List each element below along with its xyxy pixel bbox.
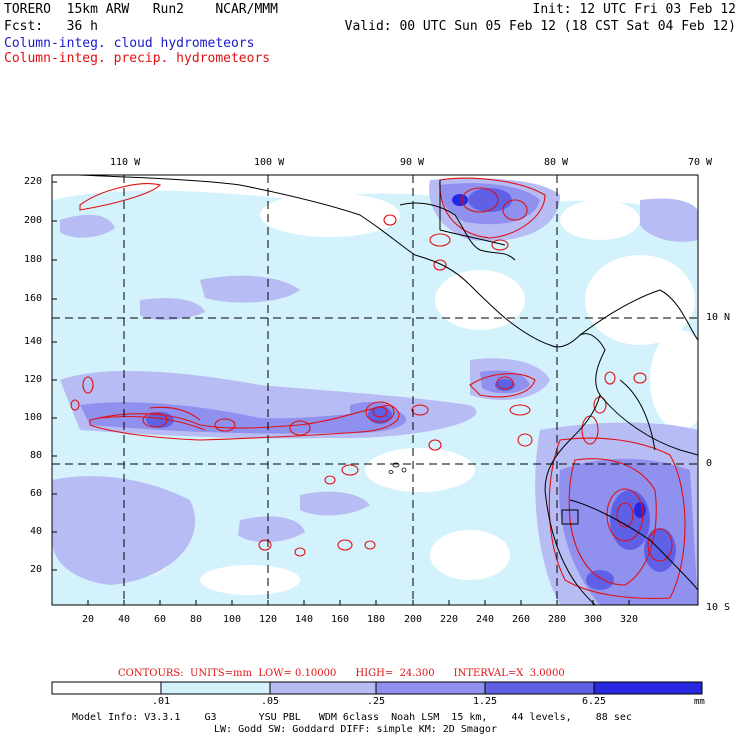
colorbar-bin-1 (160, 681, 271, 695)
precip-contours (70, 177, 686, 599)
colorbar-bin-3 (375, 681, 486, 695)
x-tick-label: 140 (295, 614, 314, 625)
lon-label-100w: 100 W (254, 157, 285, 168)
x-tick-label: 40 (118, 614, 131, 625)
lon-label-70w: 70 W (688, 157, 713, 168)
colorbar-bin-2 (269, 681, 377, 695)
field-cloud-label: Column-integ. cloud hydrometeors (4, 36, 255, 51)
lat-lon-grid (52, 175, 698, 605)
y-tick-label: 40 (30, 526, 43, 537)
y-tick-label: 140 (24, 336, 43, 347)
y-tick-label: 120 (24, 374, 43, 385)
y-tick-label: 20 (30, 564, 43, 575)
field-precip-label: Column-integ. precip. hydrometeors (4, 51, 271, 66)
contours-info: CONTOURS: UNITS=mm LOW= 0.10000 HIGH= 24… (118, 668, 565, 679)
colorbar-level: .25 (367, 696, 386, 707)
lon-label-80w: 80 W (544, 157, 569, 168)
y-tick-label: 100 (24, 412, 43, 423)
y-axis-ticks (52, 181, 57, 571)
lat-label-0: 0 (706, 458, 713, 469)
x-tick-label: 240 (476, 614, 495, 625)
x-tick-label: 60 (154, 614, 167, 625)
lat-label-10s: 10 S (706, 602, 731, 613)
x-tick-label: 120 (259, 614, 278, 625)
colorbar-bin-5 (593, 681, 703, 695)
colorbar-level: .01 (152, 696, 171, 707)
x-tick-label: 80 (190, 614, 203, 625)
y-tick-label: 160 (24, 293, 43, 304)
y-tick-label: 60 (30, 488, 43, 499)
y-tick-label: 220 (24, 176, 43, 187)
x-tick-label: 300 (584, 614, 603, 625)
x-tick-label: 160 (331, 614, 350, 625)
colorbar-unit: mm (694, 697, 705, 707)
coastlines (79, 175, 698, 605)
galapagos-islands (388, 462, 407, 474)
footer-physics-info: LW: Godd SW: Goddard DIFF: simple KM: 2D… (214, 724, 497, 735)
lon-label-90w: 90 W (400, 157, 425, 168)
x-tick-label: 180 (367, 614, 386, 625)
x-tick-label: 20 (82, 614, 95, 625)
x-tick-label: 320 (620, 614, 639, 625)
footer-model-info: Model Info: V3.3.1 G3 YSU PBL WDM 6class… (72, 712, 632, 723)
x-tick-label: 280 (548, 614, 567, 625)
x-tick-label: 220 (440, 614, 459, 625)
colorbar-level: .05 (261, 696, 280, 707)
header-valid-time: Valid: 00 UTC Sun 05 Feb 12 (18 CST Sat … (344, 19, 736, 34)
y-tick-label: 200 (24, 215, 43, 226)
x-tick-label: 260 (512, 614, 531, 625)
x-tick-label: 200 (404, 614, 423, 625)
colorbar-bin-4 (484, 681, 595, 695)
colorbar-level: 1.25 (473, 696, 498, 707)
y-tick-label: 80 (30, 450, 43, 461)
x-tick-label: 100 (223, 614, 242, 625)
colorbar-level: 6.25 (582, 696, 607, 707)
header-init-time: Init: 12 UTC Fri 03 Feb 12 (532, 2, 737, 17)
map-frame (51, 174, 699, 606)
lon-label-110w: 110 W (110, 157, 141, 168)
x-axis-ticks (87, 600, 630, 605)
colorbar (51, 681, 703, 695)
header-model-line: TORERO 15km ARW Run2 NCAR/MMM (4, 2, 278, 17)
y-tick-label: 180 (24, 254, 43, 265)
header-forecast-hour: Fcst: 36 h (4, 19, 98, 34)
colorbar-bin-0 (51, 681, 162, 695)
lat-label-10n: 10 N (706, 312, 731, 323)
